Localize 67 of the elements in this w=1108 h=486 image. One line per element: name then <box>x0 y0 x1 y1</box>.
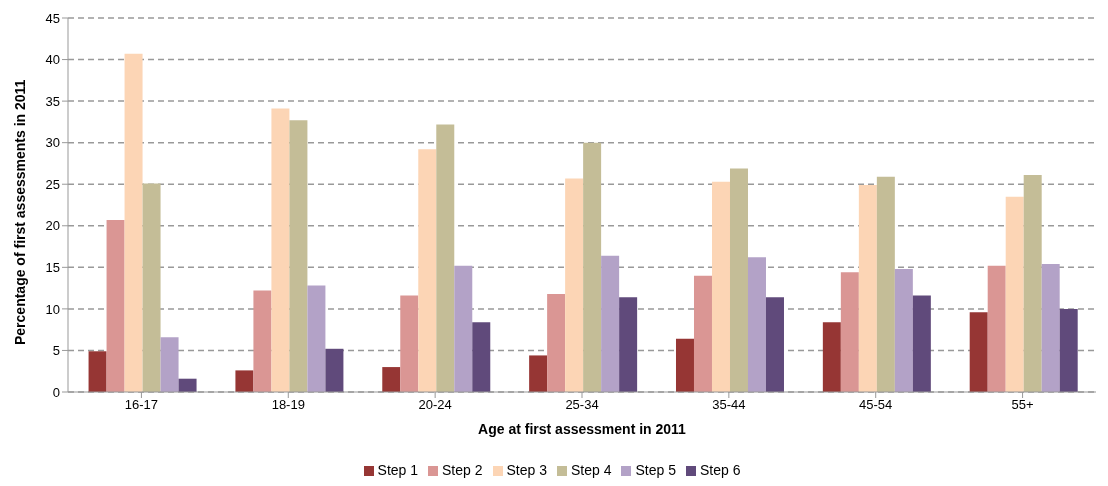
bar <box>583 142 602 392</box>
bar <box>969 312 988 392</box>
x-tick-label: 20-24 <box>418 397 452 413</box>
bar <box>601 255 620 392</box>
y-tick-label: 35 <box>45 93 60 109</box>
bar <box>1005 196 1024 392</box>
y-tick-label: 40 <box>45 52 60 68</box>
bar <box>747 257 766 392</box>
y-tick-label: 45 <box>45 10 60 26</box>
bar <box>253 290 272 392</box>
legend-label: Step 3 <box>506 462 547 478</box>
legend-label: Step 4 <box>571 462 612 478</box>
bar <box>693 275 712 392</box>
bar <box>472 322 491 392</box>
x-tick-label: 18-19 <box>271 397 305 413</box>
bar <box>876 176 895 392</box>
y-tick-label: 10 <box>45 301 60 317</box>
bar <box>307 285 326 392</box>
bar <box>142 183 161 392</box>
legend-label: Step 6 <box>699 462 741 478</box>
bar <box>822 322 841 392</box>
y-tick-label: 0 <box>52 384 60 400</box>
bar <box>436 124 455 392</box>
bar <box>1059 308 1078 392</box>
bar <box>858 185 877 392</box>
bar <box>729 168 748 392</box>
legend-label: Step 1 <box>377 462 419 478</box>
x-axis-title: Age at first assessment in 2011 <box>478 421 687 437</box>
bar <box>675 338 694 392</box>
bar <box>382 367 401 392</box>
bar <box>289 120 308 392</box>
bar <box>987 265 1006 392</box>
x-tick-label: 45-54 <box>859 397 893 413</box>
bar <box>178 378 197 392</box>
x-tick-label: 25-34 <box>565 397 599 413</box>
bar <box>619 297 638 392</box>
bar <box>88 351 107 392</box>
bar <box>106 219 125 392</box>
bar <box>400 295 419 392</box>
x-tick-label: 35-44 <box>712 397 746 413</box>
bar <box>529 355 548 392</box>
bar <box>894 269 913 392</box>
bar <box>160 337 179 392</box>
y-tick-label: 25 <box>45 176 60 192</box>
x-tick-label: 16-17 <box>124 397 159 413</box>
bar <box>547 293 566 392</box>
bar <box>454 265 473 392</box>
bar <box>418 149 437 392</box>
bar <box>271 108 290 392</box>
legend-label: Step 2 <box>442 462 483 478</box>
bar <box>711 181 730 392</box>
bar <box>1041 264 1060 392</box>
bar <box>124 53 143 392</box>
bar <box>1023 175 1042 392</box>
legend-label: Step 5 <box>635 462 676 478</box>
bar <box>235 370 254 392</box>
y-tick-label: 30 <box>45 135 60 151</box>
bar <box>912 295 931 392</box>
bar <box>565 178 584 392</box>
bar <box>840 272 859 392</box>
bar <box>325 348 344 392</box>
y-tick-label: 20 <box>45 218 60 234</box>
bar <box>765 297 784 392</box>
y-tick-label: 5 <box>52 343 60 359</box>
y-axis-title: Percentage of first assessments in 2011 <box>11 79 28 345</box>
y-tick-label: 15 <box>45 259 60 275</box>
x-tick-label: 55+ <box>1011 397 1034 413</box>
